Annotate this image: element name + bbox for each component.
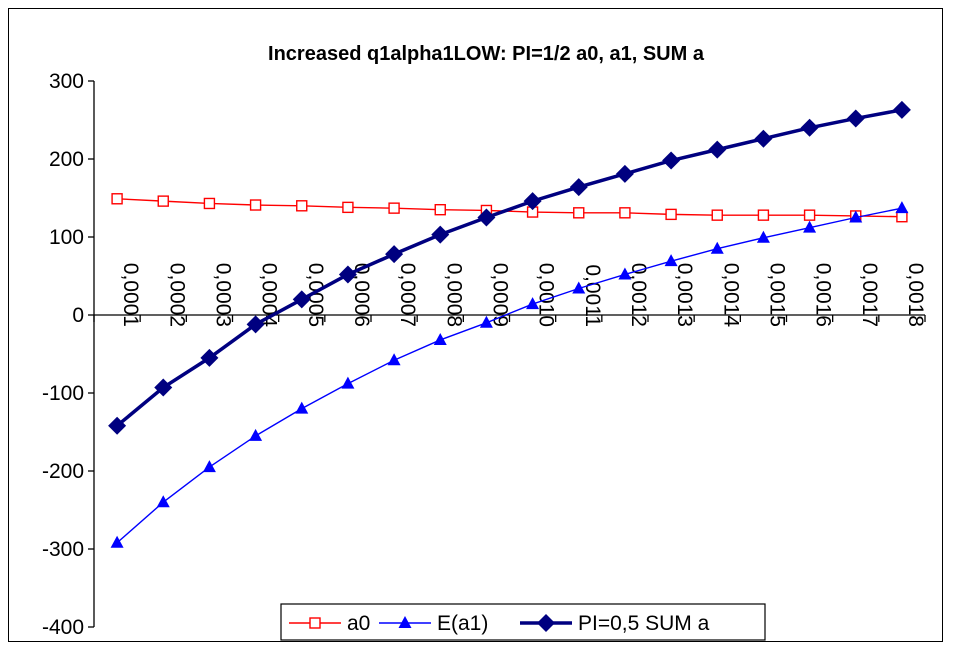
series-line — [115, 108, 903, 428]
y-tick-label: 0 — [72, 304, 84, 327]
x-tick-label: 0,0011 — [581, 264, 604, 327]
data-point — [434, 203, 446, 216]
data-point — [295, 401, 309, 414]
data-point — [846, 109, 865, 128]
data-point — [388, 202, 400, 214]
x-tick-label: 0,0016 — [812, 263, 835, 327]
legend-marker — [537, 614, 555, 632]
x-tick-label: 0,0008 — [442, 263, 465, 327]
data-point — [292, 290, 311, 309]
data-point — [431, 225, 450, 244]
data-point — [526, 297, 540, 310]
y-tick-label: -200 — [42, 460, 84, 483]
data-point — [849, 210, 863, 223]
data-point — [756, 230, 770, 243]
data-point — [892, 100, 911, 119]
data-point — [200, 348, 219, 367]
x-tick-label: 0,0010 — [535, 263, 558, 327]
data-point — [615, 164, 634, 183]
x-tick-label: 0,0017 — [858, 263, 881, 327]
data-point — [754, 129, 773, 148]
y-tick-label: -100 — [42, 382, 84, 405]
series-1 — [110, 201, 909, 548]
data-point — [711, 209, 723, 221]
data-point — [111, 193, 123, 205]
x-tick-label: 0,0006 — [350, 263, 373, 327]
data-point — [479, 315, 493, 328]
data-point — [249, 199, 262, 211]
series-2 — [108, 100, 911, 435]
series-layer — [108, 100, 911, 548]
y-tick-label: -400 — [42, 616, 84, 639]
x-tick-label: 0,0012 — [627, 263, 650, 327]
y-tick-label: -300 — [42, 538, 84, 561]
data-point — [523, 192, 542, 211]
legend-label: PI=0,5 SUM a — [578, 612, 710, 635]
data-point — [387, 353, 401, 366]
data-point — [203, 197, 216, 210]
data-point — [800, 118, 819, 137]
data-point — [708, 140, 727, 159]
data-point — [619, 207, 631, 219]
data-point — [572, 281, 586, 294]
data-point — [618, 267, 632, 280]
x-tick-label: 0,0014 — [719, 263, 742, 328]
data-point — [202, 460, 216, 473]
legend-label: E(a1) — [437, 612, 488, 635]
x-tick-label: 0,0015 — [765, 263, 788, 327]
y-tick-label: 200 — [49, 148, 84, 171]
legend-item: a0 — [289, 612, 370, 635]
data-point — [662, 151, 681, 170]
data-point — [246, 315, 265, 334]
x-tick-label: 0,0003 — [211, 263, 234, 327]
series-line — [117, 198, 902, 218]
x-tick-label: 0,0009 — [488, 263, 511, 327]
data-point — [477, 208, 496, 227]
data-point — [664, 254, 678, 267]
x-tick-label: 0,0005 — [304, 263, 327, 327]
legend-item: PI=0,5 SUM a — [520, 612, 710, 635]
data-point — [710, 241, 724, 254]
data-point — [803, 220, 817, 233]
y-tick-label: 300 — [49, 70, 84, 93]
data-point — [108, 416, 127, 435]
data-point — [665, 208, 677, 221]
data-point — [110, 535, 124, 548]
data-point — [803, 209, 816, 221]
legend-marker — [309, 617, 321, 629]
data-point — [342, 201, 354, 214]
legend-item: E(a1) — [379, 612, 488, 635]
data-point — [296, 200, 308, 212]
data-point — [157, 195, 169, 207]
chart-frame — [8, 8, 943, 642]
legend-label: a0 — [347, 612, 370, 635]
axes: 300 200 100 0 -100 -200 -300 -400 0,0001 0,0002 0,… — [42, 70, 927, 639]
data-point — [156, 495, 170, 508]
data-point — [573, 207, 585, 219]
data-point — [385, 245, 404, 264]
data-point — [896, 211, 908, 223]
data-point — [341, 376, 355, 389]
data-point — [895, 201, 909, 214]
x-tick-label: 0,0001 — [119, 263, 142, 327]
legend: a0 E(a1) PI=0,5 SUM a — [280, 603, 766, 641]
x-tick-label: 0,0004 — [258, 263, 281, 328]
data-point — [338, 265, 357, 284]
x-tick-label: 0,0013 — [673, 263, 696, 327]
data-point — [569, 178, 588, 197]
data-point — [154, 378, 173, 397]
series-line — [116, 207, 903, 544]
y-tick-label: 100 — [49, 226, 84, 249]
x-tick-label: 0,0018 — [904, 263, 927, 327]
data-point — [433, 332, 447, 345]
x-tick-label: 0,0002 — [165, 263, 188, 327]
data-point — [757, 209, 770, 221]
legend-marker — [398, 616, 412, 628]
x-tick-label: 0,0007 — [396, 263, 419, 327]
chart-title: Increased q1alpha1LOW: PI=1/2 a0, a1, SU… — [268, 43, 705, 65]
data-point — [249, 428, 263, 441]
